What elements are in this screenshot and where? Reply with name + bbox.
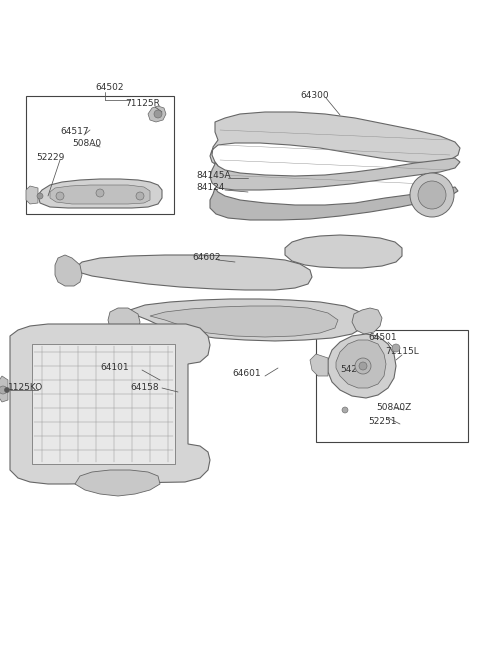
Text: 64158: 64158 [130, 384, 158, 392]
Text: 52251: 52251 [368, 417, 396, 426]
Polygon shape [310, 354, 328, 376]
Text: 84145A: 84145A [196, 171, 230, 180]
Polygon shape [210, 158, 460, 190]
Polygon shape [210, 112, 460, 166]
Text: 1125KO: 1125KO [8, 384, 43, 392]
Polygon shape [38, 179, 162, 208]
Circle shape [136, 192, 144, 200]
Circle shape [4, 388, 10, 392]
Polygon shape [336, 340, 386, 388]
Circle shape [418, 181, 446, 209]
Circle shape [96, 189, 104, 197]
Circle shape [342, 407, 348, 413]
Circle shape [0, 386, 7, 394]
Polygon shape [148, 106, 166, 122]
Text: 71125R: 71125R [125, 98, 160, 108]
Polygon shape [75, 255, 312, 290]
Circle shape [359, 362, 367, 370]
Polygon shape [32, 344, 175, 464]
Polygon shape [328, 334, 396, 398]
Polygon shape [108, 308, 140, 334]
Text: 54240: 54240 [340, 365, 368, 375]
Bar [26, 96, 174, 214]
Bar [316, 330, 468, 442]
Text: 64101: 64101 [100, 363, 129, 373]
Polygon shape [285, 235, 402, 268]
Circle shape [392, 344, 400, 352]
Polygon shape [352, 308, 382, 334]
Polygon shape [130, 299, 365, 341]
Text: 52229: 52229 [36, 154, 64, 163]
Text: 64602: 64602 [192, 253, 220, 262]
Polygon shape [55, 255, 82, 286]
Polygon shape [26, 186, 38, 204]
Text: 508A0Z: 508A0Z [376, 403, 411, 413]
Circle shape [56, 192, 64, 200]
Circle shape [355, 358, 371, 374]
Text: 71115L: 71115L [385, 348, 419, 356]
Polygon shape [0, 376, 8, 402]
Text: 64601: 64601 [232, 369, 261, 379]
Text: 508A0: 508A0 [72, 140, 101, 148]
Circle shape [154, 110, 162, 118]
Polygon shape [50, 185, 150, 204]
Text: 64517: 64517 [60, 127, 89, 136]
Text: 64502: 64502 [95, 83, 123, 92]
Circle shape [37, 193, 43, 199]
Text: 64501: 64501 [368, 333, 396, 342]
Circle shape [410, 173, 454, 217]
Polygon shape [210, 187, 458, 220]
Polygon shape [10, 324, 210, 484]
Polygon shape [75, 470, 160, 496]
Polygon shape [150, 306, 338, 337]
Text: 84124: 84124 [196, 184, 224, 192]
Text: 64300: 64300 [300, 91, 329, 100]
